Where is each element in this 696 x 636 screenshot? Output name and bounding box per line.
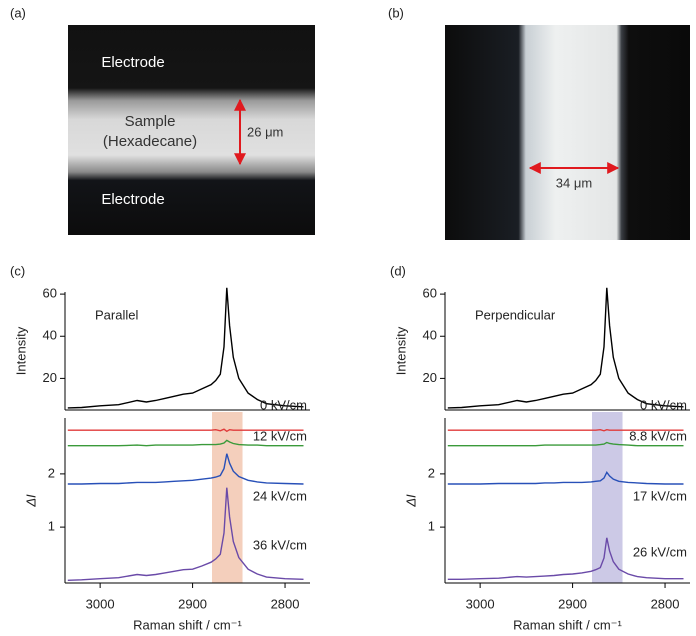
micrograph: [445, 25, 690, 240]
x-tick-label: 3000: [86, 596, 115, 611]
series-label: 12 kV/cm: [253, 428, 307, 443]
y-axis-label: Intensity: [393, 326, 408, 375]
panel-label: (a): [10, 5, 26, 20]
image-text: Sample: [125, 113, 176, 130]
y-tick-label: 20: [423, 370, 437, 385]
x-tick-label: 3000: [466, 596, 495, 611]
panel-label: (d): [390, 263, 406, 278]
y-tick-label: 40: [423, 328, 437, 343]
x-tick-label: 2900: [558, 596, 587, 611]
scale-label: 34 μm: [556, 175, 592, 190]
difference-line: [67, 439, 304, 447]
y-tick-label: 20: [43, 370, 57, 385]
series-label: 0 kV/cm: [640, 397, 687, 412]
y-tick-label: 2: [428, 465, 435, 480]
y-axis-label: Intensity: [13, 326, 28, 375]
annotation: Parallel: [95, 307, 138, 322]
y-tick-label: 1: [428, 519, 435, 534]
x-tick-label: 2800: [271, 596, 300, 611]
difference-line: [447, 428, 684, 432]
y-axis-label: ΔI: [23, 494, 38, 508]
y-tick-label: 1: [48, 519, 55, 534]
y-tick-label: 60: [43, 286, 57, 301]
y-tick-label: 60: [423, 286, 437, 301]
image-text: (Hexadecane): [103, 133, 197, 150]
scale-label: 26 μm: [247, 124, 283, 139]
x-tick-label: 2900: [178, 596, 207, 611]
annotation: Perpendicular: [475, 307, 556, 322]
panel-label: (b): [388, 5, 404, 20]
series-label: 17 kV/cm: [633, 488, 687, 503]
panel-label: (c): [10, 263, 25, 278]
micrograph: [68, 25, 315, 235]
series-label: 36 kV/cm: [253, 537, 307, 552]
series-label: 24 kV/cm: [253, 488, 307, 503]
x-axis-label: Raman shift / cm⁻¹: [133, 617, 242, 632]
difference-line: [67, 453, 304, 485]
y-tick-label: 2: [48, 465, 55, 480]
highlight-band: [592, 412, 623, 583]
difference-line: [67, 487, 304, 581]
difference-line: [447, 470, 684, 485]
y-tick-label: 40: [43, 328, 57, 343]
intensity-line: [447, 287, 684, 409]
x-tick-label: 2800: [651, 596, 680, 611]
image-text: Electrode: [101, 54, 164, 71]
difference-line: [447, 441, 684, 447]
series-label: 26 kV/cm: [633, 544, 687, 559]
difference-line: [67, 428, 304, 433]
difference-line: [447, 537, 684, 580]
y-axis-label: ΔI: [403, 494, 418, 508]
intensity-line: [67, 287, 304, 409]
x-axis-label: Raman shift / cm⁻¹: [513, 617, 622, 632]
series-label: 0 kV/cm: [260, 397, 307, 412]
image-text: Electrode: [101, 191, 164, 208]
series-label: 8.8 kV/cm: [629, 428, 687, 443]
